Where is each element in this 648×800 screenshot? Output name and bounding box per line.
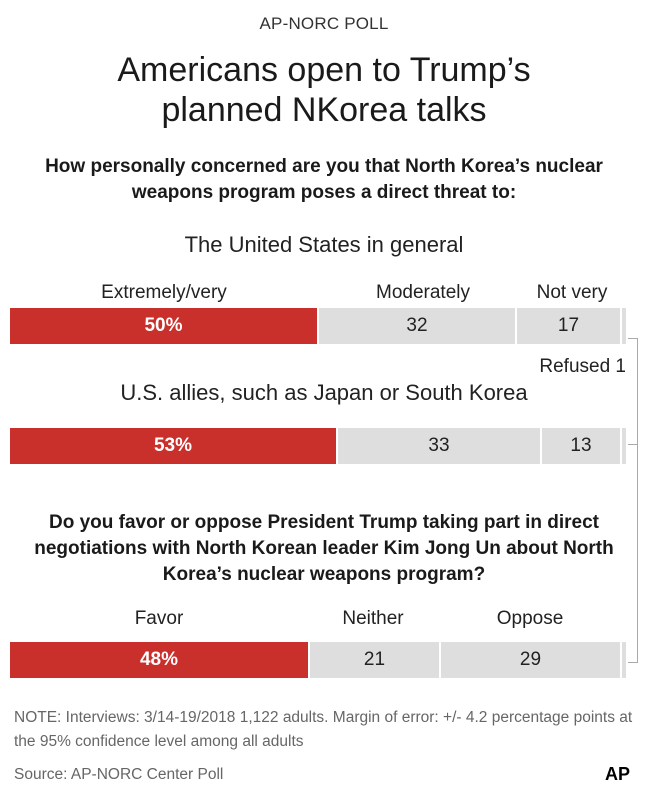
title-line-2: planned NKorea talks: [161, 91, 487, 129]
question-2-line-3: Korea’s nuclear weapons program?: [162, 564, 486, 585]
footnote-line-1: NOTE: Interviews: 3/14-19/2018 1,122 adu…: [14, 709, 633, 726]
chart-2-segment-moderately: 33: [338, 428, 540, 464]
ap-logo: AP: [604, 764, 630, 784]
chart-2-segment-refused: [622, 428, 626, 464]
title-line-1: Americans open to Trump’s: [117, 51, 531, 89]
chart-1-segment-refused: [622, 308, 626, 344]
question-1-line-1: How personally concerned are you that No…: [45, 156, 603, 177]
question-2-line-1: Do you favor or oppose President Trump t…: [48, 512, 600, 533]
chart-3-segment-favor: 48%: [10, 642, 308, 678]
chart-3-data-label-2: 21: [363, 649, 386, 670]
chart-1-category-extremely: Extremely/very: [101, 282, 227, 303]
kicker: AP-NORC POLL: [259, 14, 389, 33]
chart-1-category-moderately: Moderately: [376, 282, 470, 303]
question-2-line-2: negotiations with North Korean leader Ki…: [34, 538, 614, 559]
chart-1-category-not-very: Not very: [536, 282, 608, 303]
refused-label: Refused 1: [539, 356, 626, 377]
chart-2-data-label-1: 53%: [153, 435, 193, 456]
chart-3-segment-neither: 21: [310, 642, 439, 678]
refused-bracket: [623, 338, 638, 662]
chart-2-data-label-3: 13: [570, 435, 592, 456]
page-title: Americans open to Trump’s planned NKorea…: [0, 50, 648, 130]
chart-1-data-label-2: 32: [406, 315, 428, 336]
footnote: NOTE: Interviews: 3/14-19/2018 1,122 adu…: [14, 706, 634, 754]
chart-3-segment-refused: [622, 642, 626, 678]
chart-3-category-neither: Neither: [342, 608, 404, 629]
question-2: Do you favor or oppose President Trump t…: [20, 510, 628, 588]
question-1: How personally concerned are you that No…: [20, 154, 628, 206]
refused-bracket-tick-3: [628, 662, 638, 663]
chart-1-segment-not-very: 17: [517, 308, 620, 344]
chart-3-category-favor: Favor: [134, 608, 184, 629]
chart-1-segment-extremely-very: 50%: [10, 308, 317, 344]
chart-1-data-label-3: 17: [557, 315, 580, 336]
chart-2-data-label-2: 33: [428, 435, 450, 456]
refused-bracket-tick-1: [628, 338, 638, 339]
refused-bracket-tick-2: [628, 444, 638, 445]
chart-2-segment-not-very: 13: [542, 428, 620, 464]
chart-3-data-label-3: 29: [519, 649, 542, 670]
chart-3-segment-oppose: 29: [441, 642, 620, 678]
chart-3-data-label-1: 48%: [139, 649, 179, 670]
chart-1-segment-moderately: 32: [319, 308, 515, 344]
chart-2-title: U.S. allies, such as Japan or South Kore…: [120, 380, 528, 405]
chart-3-category-oppose: Oppose: [496, 608, 564, 629]
chart-1-title: The United States in general: [184, 232, 464, 257]
source-credit: Source: AP-NORC Center Poll: [14, 766, 224, 783]
chart-1-data-label-1: 50%: [144, 315, 183, 336]
chart-2-segment-extremely-very: 53%: [10, 428, 336, 464]
footnote-line-2: the 95% confidence level among all adult…: [14, 733, 304, 750]
question-1-line-2: weapons program poses a direct threat to…: [131, 182, 517, 203]
